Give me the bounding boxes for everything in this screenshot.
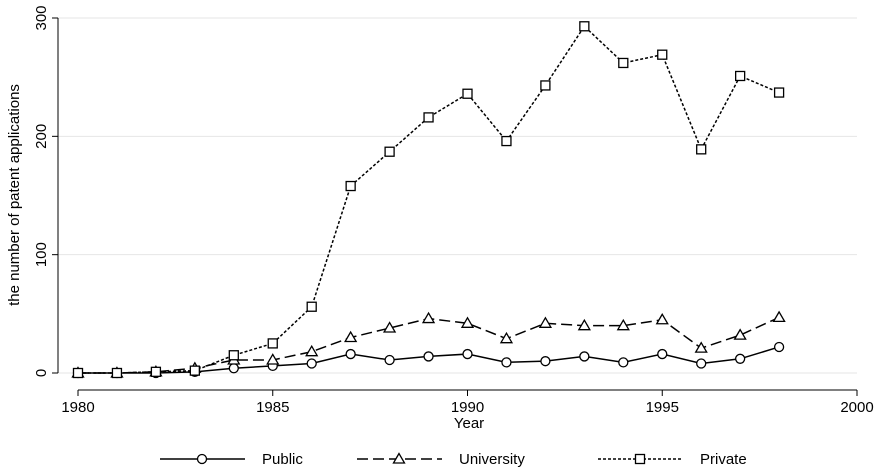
data-point-private [345,180,356,192]
data-point-university [460,316,475,328]
data-point-university [694,341,708,353]
series-public [72,341,785,379]
data-point-public [423,351,434,362]
legend-marker-university [392,452,406,464]
y-tick-label: 300 [33,5,50,30]
x-axis-ticks: 1980 1985 1990 1995 2000 [61,390,874,416]
series-private [72,21,785,379]
y-tick-label: 0 [33,369,50,377]
data-point-private [306,301,317,312]
data-point-public [579,351,590,362]
data-point-university [733,328,747,340]
y-axis-ticks: 0 100 200 300 [33,5,58,377]
data-point-private [773,87,785,98]
data-point-public [735,353,746,364]
legend: Public University Private [160,451,747,468]
data-point-public [540,356,551,367]
data-point-private [501,135,512,147]
data-point-university [538,316,553,328]
gridlines [58,17,857,374]
data-point-university [305,344,319,357]
data-point-private [150,366,162,377]
x-tick-label: 1995 [646,399,679,416]
data-point-public [462,348,473,360]
data-point-private [423,112,434,123]
data-point-private [540,80,551,91]
data-point-university [772,310,786,323]
data-point-university [577,318,591,331]
legend-item-public: Public [160,451,303,468]
data-point-public [228,363,239,374]
series-university [71,310,786,378]
legend-marker-private [634,453,646,465]
data-point-private [228,350,239,361]
data-point-public [618,357,629,368]
data-point-public [696,358,707,369]
data-point-private [111,367,123,379]
data-point-university [266,353,280,365]
data-point-private [657,49,668,60]
data-point-public [657,348,668,360]
data-point-public [345,348,356,360]
data-point-private [462,88,473,99]
series-line-university [78,316,780,374]
x-tick-label: 1990 [451,399,484,416]
legend-marker-public [196,453,208,465]
data-point-public [501,357,512,368]
data-point-private [72,367,84,379]
data-point-private [384,146,395,157]
data-point-public [773,341,785,353]
data-point-university [344,330,358,343]
data-point-private [579,21,590,32]
y-tick-label: 200 [33,124,50,149]
data-point-university [499,331,514,344]
legend-label-university: University [459,451,525,468]
data-point-private [189,365,201,376]
data-point-university [655,312,669,325]
x-tick-label: 1985 [256,399,289,416]
data-series [71,21,786,379]
data-point-private [696,144,707,155]
x-tick-label: 1980 [61,399,94,416]
y-axis-label: the number of patent applications [6,84,23,306]
data-point-private [735,70,746,82]
data-point-private [267,338,278,349]
data-point-university [616,318,630,331]
x-tick-label: 2000 [840,399,873,416]
legend-item-university: University [357,451,525,468]
data-point-private [618,57,629,69]
data-point-university [421,311,436,324]
legend-item-private: Private [598,451,747,468]
data-point-public [306,358,317,369]
data-point-public [384,354,395,366]
x-axis-label: Year [454,415,484,432]
legend-label-public: Public [262,451,303,468]
legend-label-private: Private [700,451,747,468]
y-tick-label: 100 [33,242,50,267]
data-point-university [382,321,397,333]
